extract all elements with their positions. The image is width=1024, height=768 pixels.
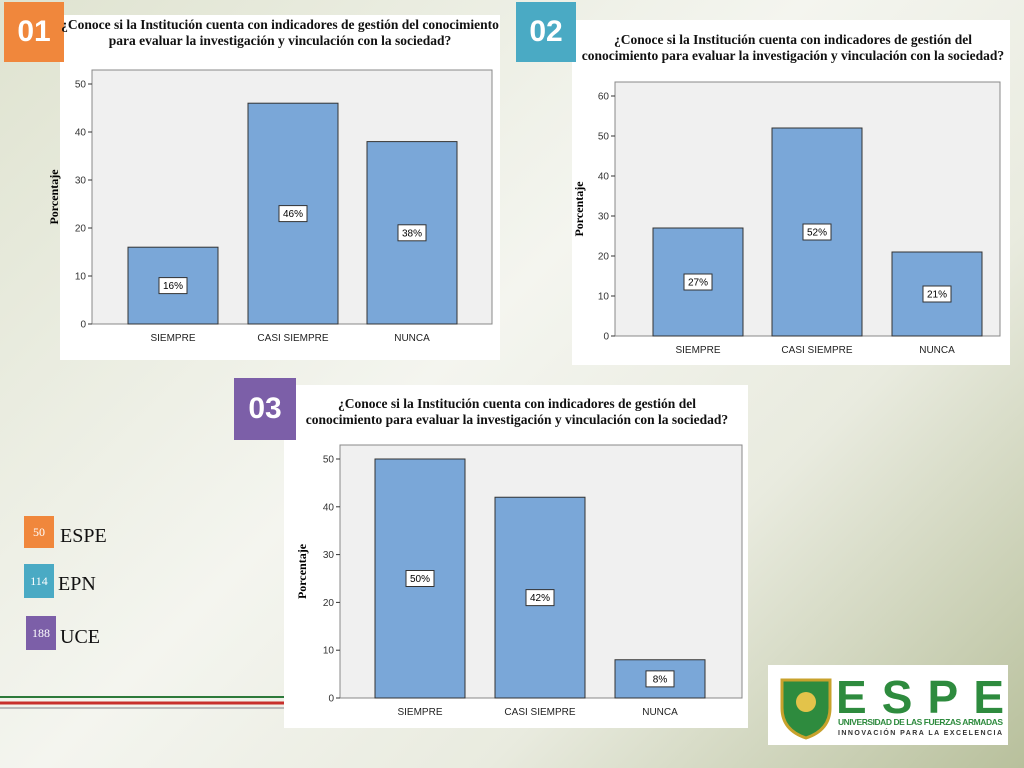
x-tick-label: NUNCA [919,345,955,356]
data-label-box [158,277,188,295]
data-label: 52% [807,228,827,239]
legend-label: UCE [60,626,100,648]
x-tick-label: NUNCA [394,333,430,344]
chart-title: ¿Conoce si la Institución cuenta con ind… [305,396,729,427]
data-label: 46% [283,209,303,220]
x-tick-label: SIEMPRE [397,707,442,718]
chart-title: ¿Conoce si la Institución cuenta con ind… [581,32,1005,63]
y-tick-label: 30 [323,550,335,561]
data-label-box [645,670,675,688]
legend-count: 114 [30,574,48,588]
y-tick-label: 30 [75,176,87,187]
y-tick-label: 10 [75,272,87,283]
data-label: 50% [410,574,430,585]
y-tick-label: 40 [75,128,87,139]
logo-emblem [796,692,816,712]
legend-count: 50 [33,525,45,539]
legend-swatch [24,564,54,598]
badge: 03 [234,378,296,440]
y-tick-label: 40 [323,502,335,513]
data-label: 38% [402,228,422,239]
y-tick-label: 50 [598,132,610,143]
y-tick-label: 0 [80,320,86,331]
legend-count: 188 [32,626,50,640]
y-tick-label: 60 [598,92,610,103]
data-label: 27% [688,278,708,289]
y-axis-label: Porcentaje [572,181,586,237]
x-tick-label: SIEMPRE [675,345,720,356]
badge: 01 [4,2,64,62]
x-tick-label: CASI SIEMPRE [504,707,575,718]
x-tick-label: SIEMPRE [150,333,195,344]
data-label-box [922,285,952,303]
data-label-box [802,223,832,241]
y-tick-label: 20 [75,224,87,235]
chart-title: ¿Conoce si la Institución cuenta con ind… [61,17,499,48]
data-label: 8% [653,674,668,685]
badge: 02 [516,2,576,62]
data-label: 16% [163,281,183,292]
y-tick-label: 30 [598,212,610,223]
data-label-box [278,205,308,223]
data-label: 21% [927,290,947,301]
y-tick-label: 40 [598,172,610,183]
y-tick-label: 0 [328,694,334,705]
data-label: 42% [530,593,550,604]
y-tick-label: 0 [603,332,609,343]
data-label-box [397,224,427,242]
y-tick-label: 20 [323,598,335,609]
y-axis-label: Porcentaje [295,543,309,599]
logo-subtitle: UNIVERSIDAD DE LAS FUERZAS ARMADAS [838,717,1003,727]
y-tick-label: 20 [598,252,610,263]
y-tick-label: 10 [323,646,335,657]
data-label-box [683,273,713,291]
legend-swatch [24,516,54,548]
y-axis-label: Porcentaje [47,169,61,225]
logo-motto: INNOVACIÓN PARA LA EXCELENCIA [838,728,1003,737]
x-tick-label: CASI SIEMPRE [257,333,328,344]
data-label-box [525,589,555,607]
y-tick-label: 10 [598,292,610,303]
data-label-box [405,570,435,587]
y-tick-label: 50 [75,80,87,91]
x-tick-label: NUNCA [642,707,678,718]
y-tick-label: 50 [323,455,335,466]
legend-label: EPN [58,573,96,595]
x-tick-label: CASI SIEMPRE [781,345,852,356]
legend-swatch [26,616,56,650]
legend-label: ESPE [60,525,107,547]
